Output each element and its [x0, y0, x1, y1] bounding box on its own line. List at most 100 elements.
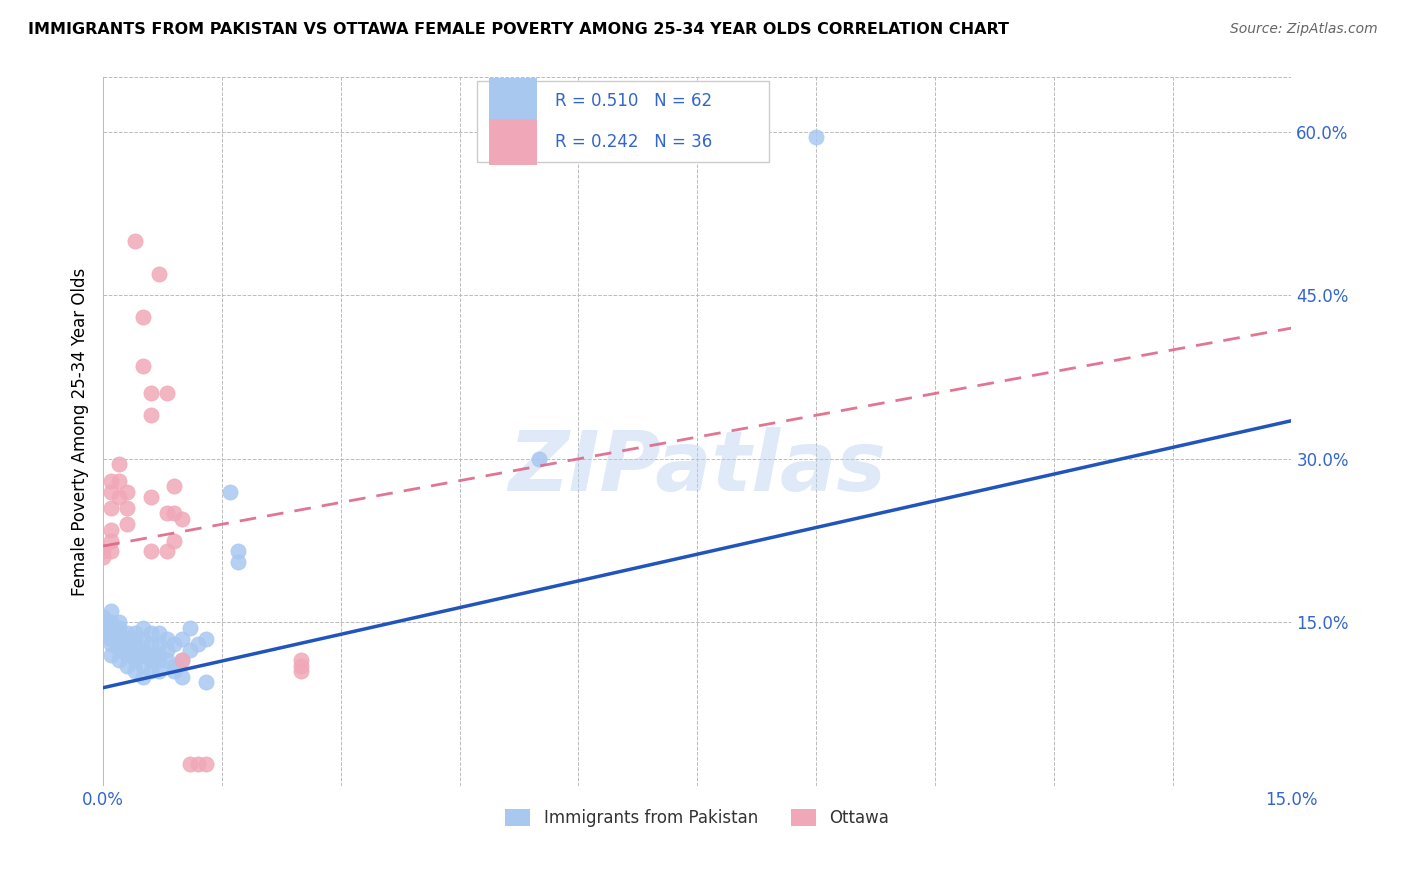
Point [195, 756, 218, 771]
Point [226, 555, 249, 569]
Point [139, 626, 162, 640]
Point [108, 653, 131, 667]
Point [148, 665, 170, 679]
Point [172, 512, 194, 526]
Point [155, 506, 177, 520]
Point [100, 474, 122, 488]
Point [163, 665, 186, 679]
Point [139, 409, 162, 423]
Point [115, 659, 138, 673]
Point [132, 642, 155, 657]
Point [115, 632, 138, 646]
Point [172, 632, 194, 646]
Point [132, 670, 155, 684]
Point [172, 653, 194, 667]
Point [179, 642, 201, 657]
Point [124, 632, 146, 646]
Point [187, 637, 209, 651]
Point [100, 637, 122, 651]
Point [108, 490, 131, 504]
FancyBboxPatch shape [478, 81, 769, 162]
Point [195, 632, 218, 646]
Point [100, 621, 122, 635]
Text: Source: ZipAtlas.com: Source: ZipAtlas.com [1230, 22, 1378, 37]
Point [139, 544, 162, 558]
Point [91, 626, 114, 640]
Point [100, 500, 122, 515]
Point [155, 632, 177, 646]
Point [108, 621, 131, 635]
Point [163, 637, 186, 651]
Point [155, 544, 177, 558]
Point [155, 642, 177, 657]
Point [290, 665, 312, 679]
Point [148, 267, 170, 281]
Point [115, 626, 138, 640]
Point [148, 653, 170, 667]
Point [179, 756, 201, 771]
Point [139, 386, 162, 401]
Point [132, 621, 155, 635]
Point [139, 637, 162, 651]
Point [226, 544, 249, 558]
Point [124, 626, 146, 640]
Point [91, 549, 114, 564]
Point [139, 665, 162, 679]
Point [124, 648, 146, 662]
Point [91, 621, 114, 635]
Point [139, 653, 162, 667]
Point [163, 659, 186, 673]
Point [108, 615, 131, 630]
Text: IMMIGRANTS FROM PAKISTAN VS OTTAWA FEMALE POVERTY AMONG 25-34 YEAR OLDS CORRELAT: IMMIGRANTS FROM PAKISTAN VS OTTAWA FEMAL… [28, 22, 1010, 37]
Point [115, 484, 138, 499]
Point [100, 544, 122, 558]
Point [115, 517, 138, 532]
Point [132, 310, 155, 325]
Point [195, 675, 218, 690]
Point [115, 642, 138, 657]
Y-axis label: Female Poverty Among 25-34 Year Olds: Female Poverty Among 25-34 Year Olds [72, 268, 89, 596]
Point [124, 665, 146, 679]
Point [100, 533, 122, 548]
Point [100, 648, 122, 662]
Text: ZIPatlas: ZIPatlas [509, 426, 886, 508]
Point [163, 506, 186, 520]
Point [100, 626, 122, 640]
Point [148, 637, 170, 651]
Point [804, 130, 827, 145]
Point [155, 653, 177, 667]
Point [163, 479, 186, 493]
Point [100, 604, 122, 618]
Text: R = 0.242   N = 36: R = 0.242 N = 36 [555, 133, 711, 151]
Point [179, 621, 201, 635]
Point [91, 610, 114, 624]
Legend: Immigrants from Pakistan, Ottawa: Immigrants from Pakistan, Ottawa [499, 803, 896, 834]
Point [163, 533, 186, 548]
Point [139, 490, 162, 504]
Point [100, 523, 122, 537]
Point [108, 626, 131, 640]
Point [100, 484, 122, 499]
Point [124, 234, 146, 248]
Point [115, 637, 138, 651]
Point [527, 451, 550, 466]
Point [108, 474, 131, 488]
FancyBboxPatch shape [489, 119, 537, 165]
Point [124, 637, 146, 651]
Point [132, 648, 155, 662]
Point [91, 615, 114, 630]
Point [108, 642, 131, 657]
Point [219, 484, 242, 499]
Point [172, 670, 194, 684]
Point [172, 653, 194, 667]
Point [132, 659, 155, 673]
Point [124, 653, 146, 667]
Point [132, 632, 155, 646]
Point [100, 615, 122, 630]
Point [100, 632, 122, 646]
Point [108, 458, 131, 472]
Point [91, 544, 114, 558]
Text: R = 0.510   N = 62: R = 0.510 N = 62 [555, 93, 711, 111]
Point [132, 359, 155, 374]
Point [108, 637, 131, 651]
